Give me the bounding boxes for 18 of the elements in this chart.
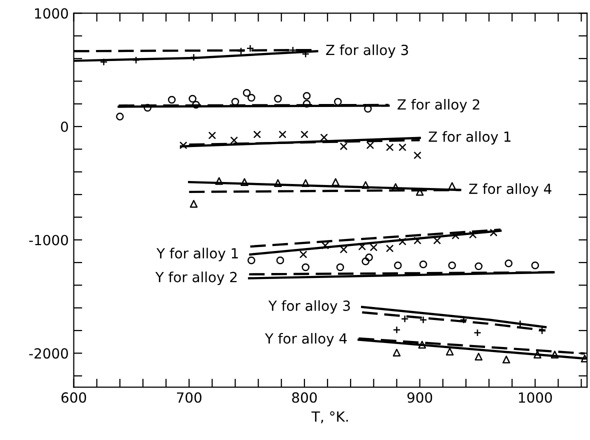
x-axis-title: T, °K. (311, 411, 348, 424)
x-tick-label: 600 (61, 392, 86, 403)
legend-label: Z for alloy 4 (469, 183, 552, 197)
x-tick-label: 900 (407, 392, 432, 403)
series-label: Y for alloy 2 (155, 272, 237, 286)
series-label: Y for alloy 3 (268, 300, 350, 314)
series-label: Z for alloy 1 (428, 131, 510, 145)
series-label: Z for alloy 3 (326, 44, 408, 58)
y-tick-label: 0 (60, 122, 68, 132)
series-label: Y for alloy 4 (264, 332, 347, 346)
series-label: Y for alloy 1 (156, 248, 238, 262)
x-tick-label: 1000 (518, 392, 552, 403)
x-tick-label: 800 (292, 392, 317, 403)
y-tick-label: -1000 (29, 234, 68, 246)
y-tick-label: -2000 (29, 348, 68, 359)
x-tick-label: 700 (176, 392, 202, 403)
series-label: Z for alloy 2 (398, 98, 480, 112)
y-tick-label: 1000 (35, 8, 68, 19)
